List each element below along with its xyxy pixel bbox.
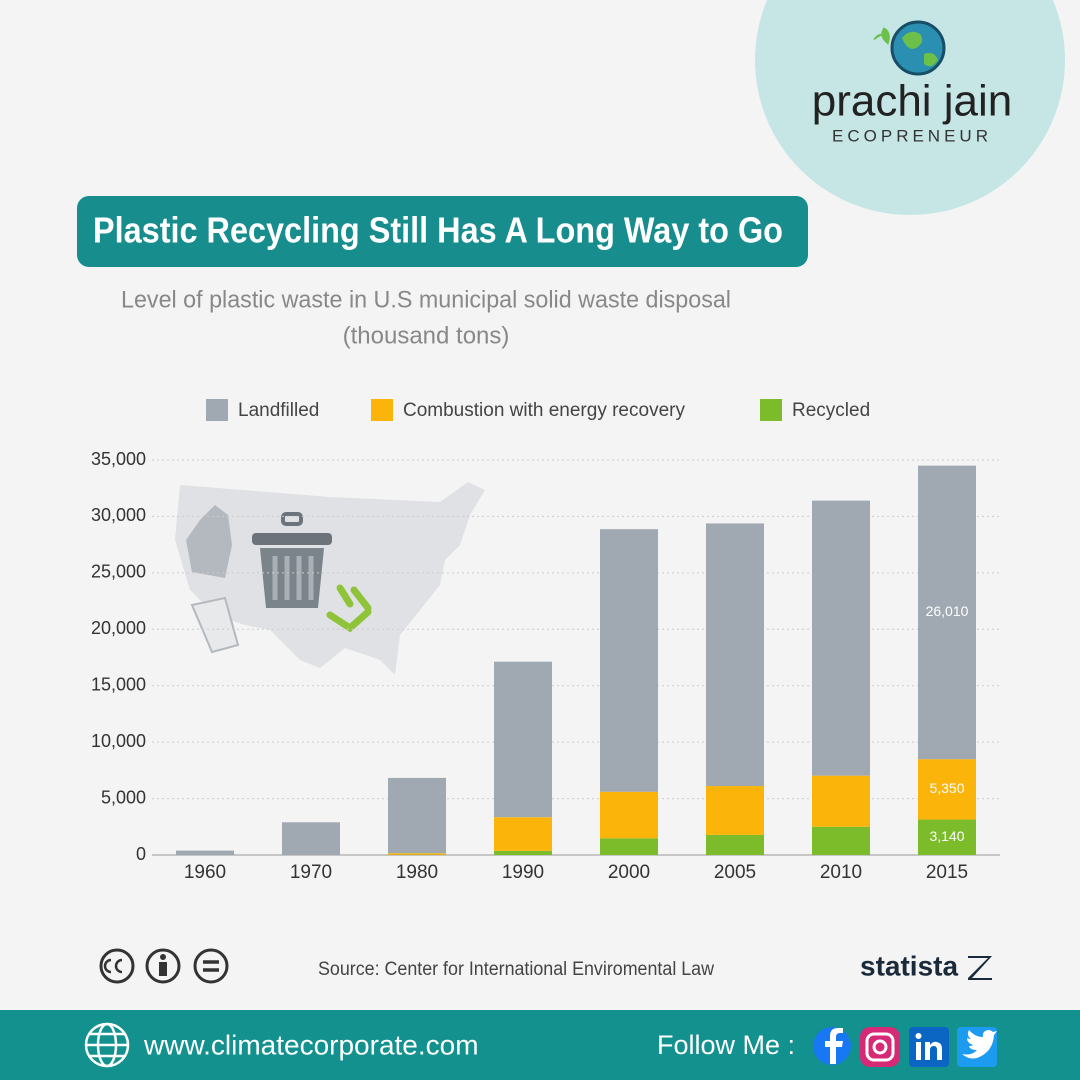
legend-swatch: [371, 399, 393, 421]
legend-label: Combustion with energy recovery: [403, 400, 685, 421]
by-head: [160, 954, 166, 960]
x-tick-label: 2010: [820, 862, 862, 883]
footer-icons: [99, 948, 229, 984]
us-map: [175, 482, 485, 675]
bar-segment: [282, 822, 340, 855]
bin-lid: [252, 533, 332, 545]
source-note: Source: Center for International Envirom…: [318, 959, 714, 980]
y-tick-label: 0: [136, 844, 146, 864]
legend-swatch: [760, 399, 782, 421]
logo-land: [902, 31, 938, 67]
publisher-logo: [968, 956, 992, 980]
bin-handle: [281, 512, 303, 526]
bar-segment: [706, 834, 764, 855]
legend-swatch: [206, 399, 228, 421]
instagram-lens: [872, 1039, 888, 1055]
linkedin-glyph: [916, 1041, 942, 1060]
bar-segment: [600, 838, 658, 855]
globe-icon: [84, 1022, 130, 1068]
by-body: [159, 962, 167, 976]
bar-segment: [812, 500, 870, 776]
instagram-glyph: [865, 1032, 895, 1062]
bar-segment: [918, 819, 976, 855]
x-tick-label: 2015: [926, 862, 968, 883]
x-tick-label: 1960: [184, 862, 226, 883]
cc-icon: [99, 948, 135, 984]
bar-segment: [176, 850, 234, 855]
value-label: 3,140: [929, 828, 964, 844]
bin-body: [260, 548, 324, 608]
title-box: [77, 196, 808, 267]
y-tick-label: 20,000: [91, 618, 146, 638]
brand-name: prachi jain: [812, 77, 1013, 126]
map-illustration: [175, 482, 485, 675]
x-tick-label: 2005: [714, 862, 756, 883]
bar-segment: [706, 786, 764, 835]
chart-title: Plastic Recycling Still Has A Long Way t…: [93, 210, 783, 251]
cup-icon: [190, 596, 240, 654]
follow-label: Follow Me :: [657, 1030, 795, 1060]
chart-subtitle: Level of plastic waste in U.S municipal …: [121, 286, 731, 313]
bar-segment: [918, 465, 976, 760]
linkedin-dot: [915, 1033, 922, 1039]
bar-segment: [600, 529, 658, 792]
logo-circle: [755, 0, 1065, 215]
value-label: 5,350: [929, 780, 964, 796]
bar-segment: [388, 853, 446, 855]
bar-segment: [494, 661, 552, 818]
bar-segment: [918, 759, 976, 820]
bar-segment: [600, 791, 658, 839]
brand-tagline: ECOPRENEUR: [832, 126, 992, 145]
x-tick-label: 2000: [608, 862, 650, 883]
y-tick-label: 35,000: [91, 449, 146, 469]
x-tick-label: 1970: [290, 862, 332, 883]
logo-globe: [890, 20, 946, 76]
facebook-glyph: [825, 1028, 843, 1064]
x-tick-label: 1990: [502, 862, 544, 883]
y-tick-label: 30,000: [91, 505, 146, 525]
by-icon: [145, 948, 181, 984]
value-label: 26,010: [926, 603, 969, 619]
bar-segment: [494, 850, 552, 855]
bar-segment: [706, 523, 764, 787]
y-tick-label: 15,000: [91, 674, 146, 694]
twitter-glyph: [962, 1030, 997, 1059]
bar-segment: [812, 826, 870, 855]
bar-segment: [388, 777, 446, 854]
chart-subtitle: (thousand tons): [343, 322, 510, 349]
legend-label: Landfilled: [238, 400, 319, 421]
y-tick-label: 10,000: [91, 731, 146, 751]
chart: 0 5,000 10,000 15,000 20,000 25,000 30,000 35,0…: [91, 399, 1000, 883]
legend-label: Recycled: [792, 400, 870, 421]
cc-letters: [103, 958, 123, 974]
y-tick-label: 25,000: [91, 562, 146, 582]
x-tick-label: 1980: [396, 862, 438, 883]
bar-segment: [812, 775, 870, 827]
website[interactable]: www.climatecorporate.com: [143, 1029, 479, 1060]
bin-stripes: [272, 556, 314, 600]
bottle-icon: [186, 505, 232, 578]
publisher: statista: [860, 950, 958, 981]
nd-bars: [203, 960, 219, 972]
nd-icon: [193, 948, 229, 984]
bar-segment: [494, 817, 552, 851]
logo-leaf: [873, 27, 890, 45]
recycle-icon: [326, 584, 372, 633]
y-tick-label: 5,000: [101, 787, 146, 807]
